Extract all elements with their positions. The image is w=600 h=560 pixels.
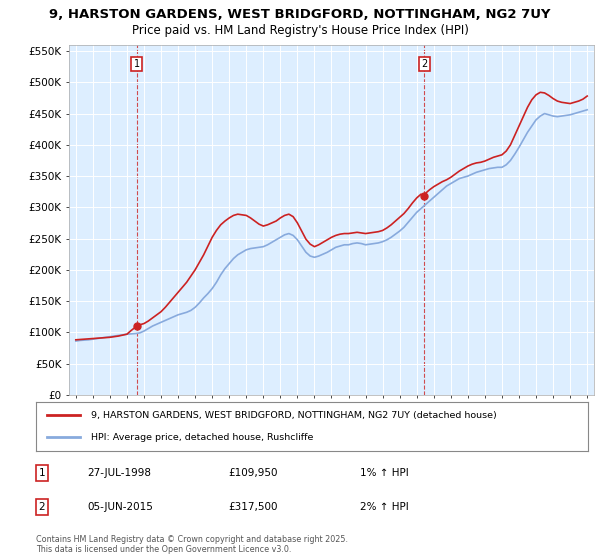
Text: 9, HARSTON GARDENS, WEST BRIDGFORD, NOTTINGHAM, NG2 7UY: 9, HARSTON GARDENS, WEST BRIDGFORD, NOTT… — [49, 8, 551, 21]
Text: Price paid vs. HM Land Registry's House Price Index (HPI): Price paid vs. HM Land Registry's House … — [131, 24, 469, 36]
Text: Contains HM Land Registry data © Crown copyright and database right 2025.
This d: Contains HM Land Registry data © Crown c… — [36, 535, 348, 554]
Text: 1% ↑ HPI: 1% ↑ HPI — [360, 468, 409, 478]
Text: HPI: Average price, detached house, Rushcliffe: HPI: Average price, detached house, Rush… — [91, 432, 314, 441]
Text: 9, HARSTON GARDENS, WEST BRIDGFORD, NOTTINGHAM, NG2 7UY (detached house): 9, HARSTON GARDENS, WEST BRIDGFORD, NOTT… — [91, 411, 497, 420]
Text: £109,950: £109,950 — [228, 468, 277, 478]
Text: 2% ↑ HPI: 2% ↑ HPI — [360, 502, 409, 512]
Text: 05-JUN-2015: 05-JUN-2015 — [87, 502, 153, 512]
Text: 2: 2 — [421, 59, 427, 69]
Text: 2: 2 — [38, 502, 46, 512]
Text: 1: 1 — [38, 468, 46, 478]
Text: 1: 1 — [134, 59, 140, 69]
Text: £317,500: £317,500 — [228, 502, 277, 512]
Text: 27-JUL-1998: 27-JUL-1998 — [87, 468, 151, 478]
